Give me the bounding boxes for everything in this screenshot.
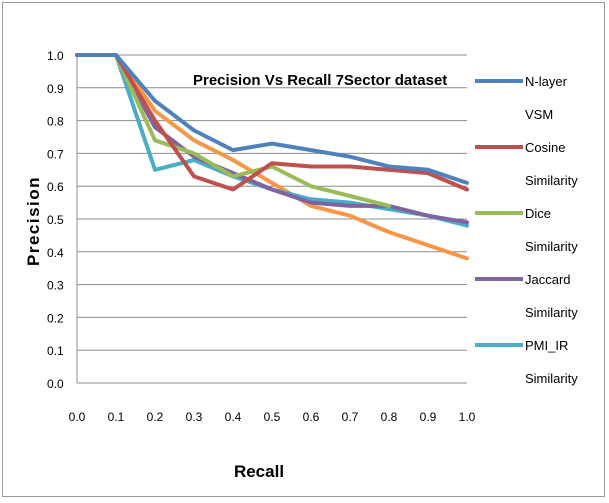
y-tick-label: 0.9 xyxy=(47,82,64,96)
legend-label: Similarity xyxy=(525,371,578,386)
legend-label: VSM xyxy=(525,107,553,122)
x-tick-label: 0.0 xyxy=(69,410,86,424)
x-tick-label: 0.3 xyxy=(186,410,203,424)
x-tick-label: 0.7 xyxy=(342,410,359,424)
y-tick-label: 0.8 xyxy=(47,115,64,129)
y-tick-label: 0.4 xyxy=(47,246,64,260)
series-line-4 xyxy=(75,53,469,225)
x-tick-label: 1.0 xyxy=(459,410,476,424)
chart-frame: 0.0 0.1 0.2 0.3 0.4 0.5 0.6 0.7 0.8 0.9 1.0 0.0 0.1 0… xyxy=(2,2,605,497)
x-tick-label: 0.1 xyxy=(108,410,125,424)
gridlines xyxy=(77,54,467,351)
chart-title: Precision Vs Recall 7Sector dataset xyxy=(193,72,447,89)
legend-label: PMI_IR xyxy=(525,338,568,353)
y-tick-label: 0.5 xyxy=(47,213,64,227)
x-tick-label: 0.2 xyxy=(147,410,164,424)
y-tick-label: 0.6 xyxy=(47,180,64,194)
y-tick-label: 0.1 xyxy=(47,344,64,358)
legend-label: Similarity xyxy=(525,173,578,188)
line-chart: 0.0 0.1 0.2 0.3 0.4 0.5 0.6 0.7 0.8 0.9 1.0 0.0 0.1 0… xyxy=(24,49,578,481)
legend-label: Cosine xyxy=(525,140,565,155)
legend: N-layer VSM Cosine Similarity Dice Similarity… xyxy=(475,74,578,386)
x-tick-label: 0.6 xyxy=(303,410,320,424)
series-line-6 xyxy=(75,53,469,261)
y-axis-title: Precision xyxy=(24,176,43,266)
y-tick-label: 1.0 xyxy=(47,49,64,63)
series-line-3 xyxy=(75,53,391,208)
legend-label: Jaccard xyxy=(525,272,571,287)
y-tick-label: 0.2 xyxy=(47,311,64,325)
tick-labels: 0.0 0.1 0.2 0.3 0.4 0.5 0.6 0.7 0.8 0.9 1.0 0.0 0.1 0… xyxy=(47,49,476,424)
x-tick-label: 0.9 xyxy=(420,410,437,424)
axes xyxy=(76,55,467,384)
series-lines xyxy=(75,53,469,261)
legend-label: Similarity xyxy=(525,239,578,254)
x-axis-title: Recall xyxy=(234,462,284,481)
legend-label: Dice xyxy=(525,206,551,221)
y-tick-label: 0.3 xyxy=(47,279,64,293)
series-line-1 xyxy=(75,53,469,185)
x-tick-label: 0.5 xyxy=(264,410,281,424)
legend-label: N-layer xyxy=(525,74,568,89)
x-tick-label: 0.4 xyxy=(225,410,242,424)
x-tick-label: 0.8 xyxy=(381,410,398,424)
series-line-2 xyxy=(75,53,469,192)
y-tick-label: 0.0 xyxy=(47,377,64,391)
legend-label: Similarity xyxy=(525,305,578,320)
y-tick-label: 0.7 xyxy=(47,147,64,161)
